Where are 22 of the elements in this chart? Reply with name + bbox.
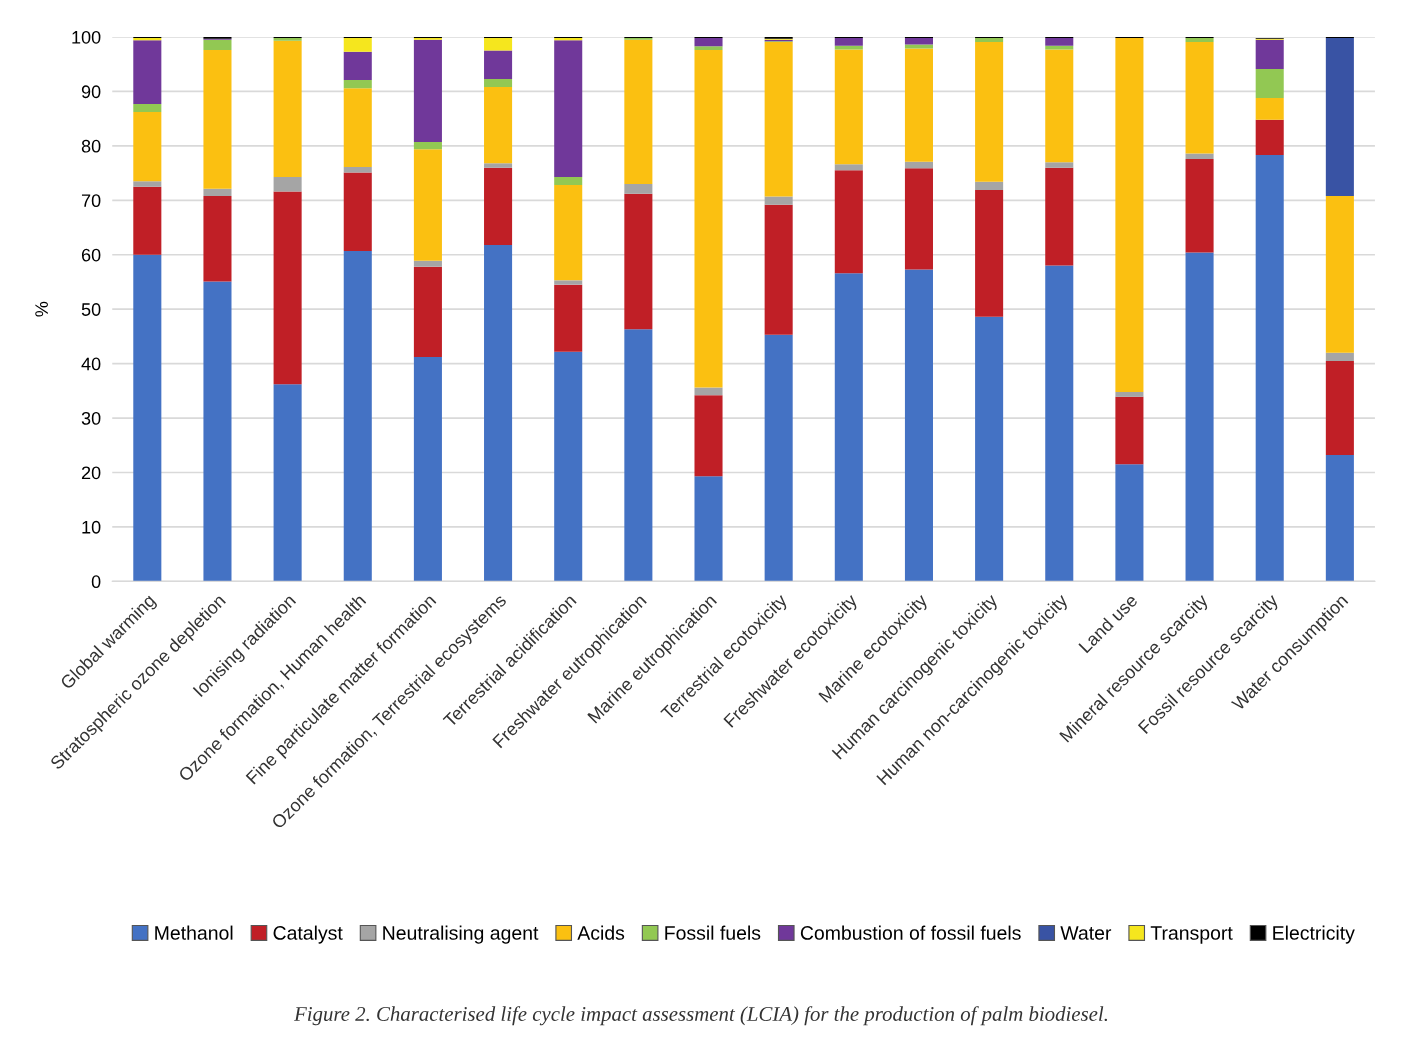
legend-label: Combustion of fossil fuels (800, 925, 1021, 940)
y-tick-label: 10 (82, 520, 101, 534)
legend-label: Methanol (155, 925, 233, 940)
legend-label: Water (1060, 926, 1112, 940)
y-tick-label: 0 (91, 575, 101, 589)
legend-label: Electricity (1273, 925, 1355, 944)
legend-label: Neutralising agent (383, 925, 539, 944)
y-axis-title: % (35, 301, 48, 317)
y-tick-label: 60 (81, 248, 101, 262)
legend-label: Fossil fuels (665, 925, 761, 940)
y-tick-label: 100 (72, 30, 101, 44)
y-tick-label: 40 (81, 357, 101, 371)
caption: Figure 2. Characterised life cycle impact assessment (LCIA) for the production of palm biodiesel. (293, 1006, 1108, 1026)
y-tick-label: 30 (81, 411, 101, 425)
y-tick-label: 80 (81, 139, 101, 153)
y-tick-label: 20 (81, 466, 101, 480)
legend-label: Transport (1150, 926, 1233, 944)
y-tick-label: 50 (81, 303, 101, 316)
y-tick-label: 90 (81, 85, 101, 99)
legend-label: Acids (577, 925, 625, 940)
legend-label: Catalyst (273, 925, 343, 944)
y-tick-label: 70 (81, 194, 101, 208)
